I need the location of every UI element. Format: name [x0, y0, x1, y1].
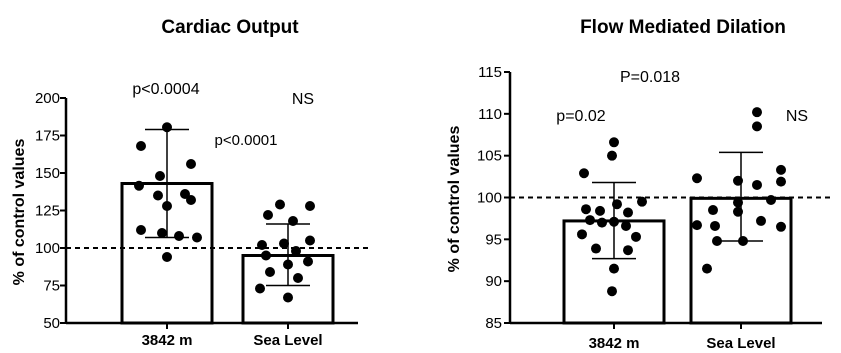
data-point [609, 137, 619, 148]
data-point [766, 195, 776, 206]
data-point [261, 250, 271, 261]
data-point [597, 217, 607, 228]
x-tick-label: 3842 m [589, 335, 640, 352]
data-point [255, 283, 265, 294]
data-point [283, 292, 293, 303]
data-point [155, 171, 165, 181]
data-point [579, 168, 589, 179]
data-point [192, 232, 202, 243]
annotation-p-3842: p<0.0004 [132, 81, 199, 98]
data-point [621, 220, 631, 231]
data-point [612, 199, 622, 210]
annotation-p-3842: p=0.02 [556, 108, 605, 125]
data-point [585, 215, 595, 226]
data-point [692, 173, 702, 184]
data-point [733, 197, 743, 208]
annotation-p-sealevel: p<0.0001 [215, 132, 278, 149]
data-point [702, 263, 712, 274]
data-point [776, 164, 786, 175]
data-point [288, 216, 298, 226]
y-tick-label: 150 [35, 165, 60, 182]
data-point [265, 267, 275, 277]
y-tick-label: 85 [485, 315, 502, 332]
data-point [157, 228, 167, 238]
chart-title: Cardiac Output [161, 17, 299, 38]
x-tick-label: 3842 m [142, 332, 193, 349]
data-point [712, 236, 722, 247]
y-tick-label: 90 [485, 273, 502, 290]
data-point [283, 259, 293, 270]
data-point [174, 231, 184, 241]
data-point [153, 190, 163, 201]
data-point [581, 204, 591, 215]
data-point [186, 195, 196, 205]
data-point [162, 122, 172, 133]
y-tick-label: 125 [35, 203, 60, 220]
data-point [776, 221, 786, 232]
data-point [738, 236, 748, 247]
data-point [162, 252, 172, 262]
y-tick-label: 110 [478, 106, 502, 123]
data-point [136, 141, 146, 151]
data-point [186, 159, 196, 169]
data-point [776, 176, 786, 187]
y-tick-label: 105 [477, 148, 502, 165]
data-point [637, 196, 647, 207]
data-point [609, 263, 619, 274]
y-tick-label: 95 [485, 231, 502, 248]
data-point [162, 201, 172, 211]
y-tick-label: 50 [43, 315, 60, 332]
annotation-p-between: P=0.018 [620, 69, 680, 86]
data-point [708, 205, 718, 216]
y-tick-label: 200 [35, 90, 60, 107]
data-point [623, 207, 633, 218]
x-tick-label: Sea Level [253, 332, 322, 349]
annotation-ns: NS [292, 91, 314, 108]
data-point [293, 273, 303, 283]
data-point [623, 245, 633, 256]
y-tick-label: 100 [35, 240, 60, 257]
y-tick-label: 175 [35, 128, 60, 145]
y-axis-label: % of control values [446, 126, 463, 273]
chart-cardiac-output: Cardiac Output % of control values p<0.0… [11, 17, 368, 349]
data-point [305, 201, 315, 211]
data-point [692, 220, 702, 231]
data-point [279, 238, 289, 249]
chart-flow-mediated-dilation: Flow Mediated Dilation % of control valu… [446, 17, 832, 352]
data-point [752, 179, 762, 190]
y-tick-label: 100 [477, 190, 502, 207]
x-tick-label: Sea Level [706, 335, 775, 352]
data-point [733, 175, 743, 186]
data-point [134, 180, 144, 191]
data-point [305, 235, 315, 246]
data-point [756, 215, 766, 226]
data-point [710, 220, 720, 231]
data-point [733, 206, 743, 217]
data-point [591, 243, 601, 254]
data-point [303, 256, 313, 267]
annotation-ns: NS [786, 108, 808, 125]
data-point [631, 231, 641, 242]
data-point [752, 121, 762, 132]
data-point [577, 229, 587, 240]
data-point [263, 210, 273, 220]
data-point [609, 216, 619, 227]
y-tick-label: 115 [478, 64, 502, 81]
data-point [136, 225, 146, 235]
data-point [607, 286, 617, 297]
data-point [291, 246, 301, 256]
data-point [595, 205, 605, 216]
data-point [607, 150, 617, 161]
y-tick-label: 75 [43, 278, 60, 295]
chart-title: Flow Mediated Dilation [580, 17, 786, 38]
data-point [752, 107, 762, 118]
y-axis-label: % of control values [11, 139, 28, 286]
data-point [257, 240, 267, 250]
data-point [275, 199, 285, 210]
